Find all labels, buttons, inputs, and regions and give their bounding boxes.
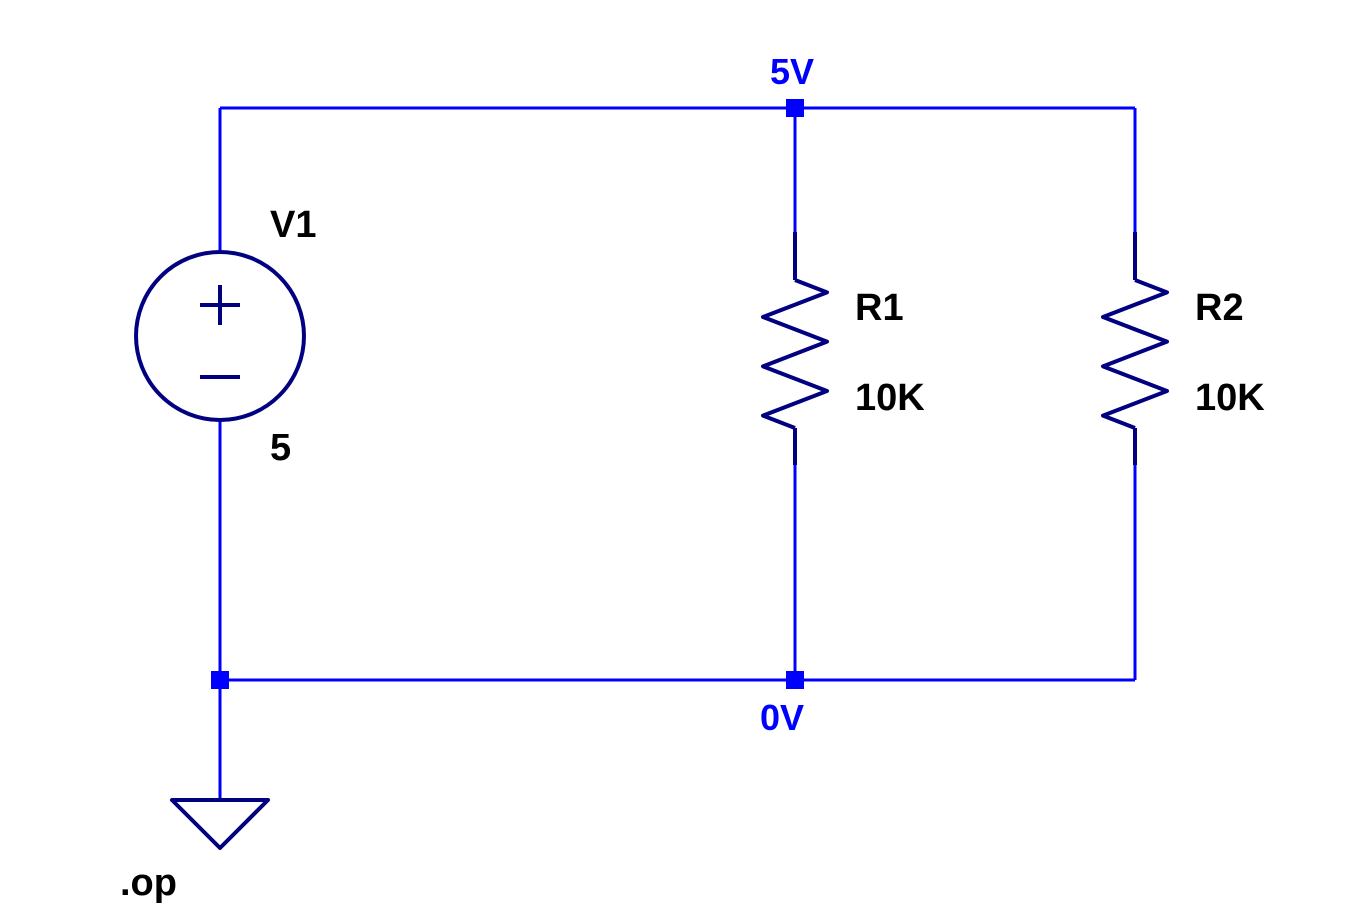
resistor-r2-body	[1103, 280, 1167, 428]
voltage-source-value: 5	[270, 427, 291, 469]
resistor-r1-name: R1	[855, 287, 904, 329]
voltage-source-name: V1	[270, 204, 316, 246]
components-group	[136, 232, 1167, 848]
labels-group: 5V 0V V1 5 R1 10K R2 10K .op	[120, 51, 1265, 904]
wires-group	[220, 108, 1135, 800]
junction-1	[211, 671, 229, 689]
resistor-r1-body	[763, 280, 827, 428]
spice-directive: .op	[120, 862, 177, 904]
net-label-5v: 5V	[770, 51, 814, 92]
resistor-r1-value: 10K	[855, 377, 925, 419]
junction-2	[786, 671, 804, 689]
ground-symbol	[172, 800, 268, 848]
resistor-r2-name: R2	[1195, 287, 1244, 329]
voltage-source-body	[136, 252, 304, 420]
junctions-group	[211, 99, 804, 689]
resistor-r2-value: 10K	[1195, 377, 1265, 419]
junction-0	[786, 99, 804, 117]
net-label-0v: 0V	[760, 697, 804, 738]
circuit-schematic: 5V 0V V1 5 R1 10K R2 10K .op	[0, 0, 1359, 909]
